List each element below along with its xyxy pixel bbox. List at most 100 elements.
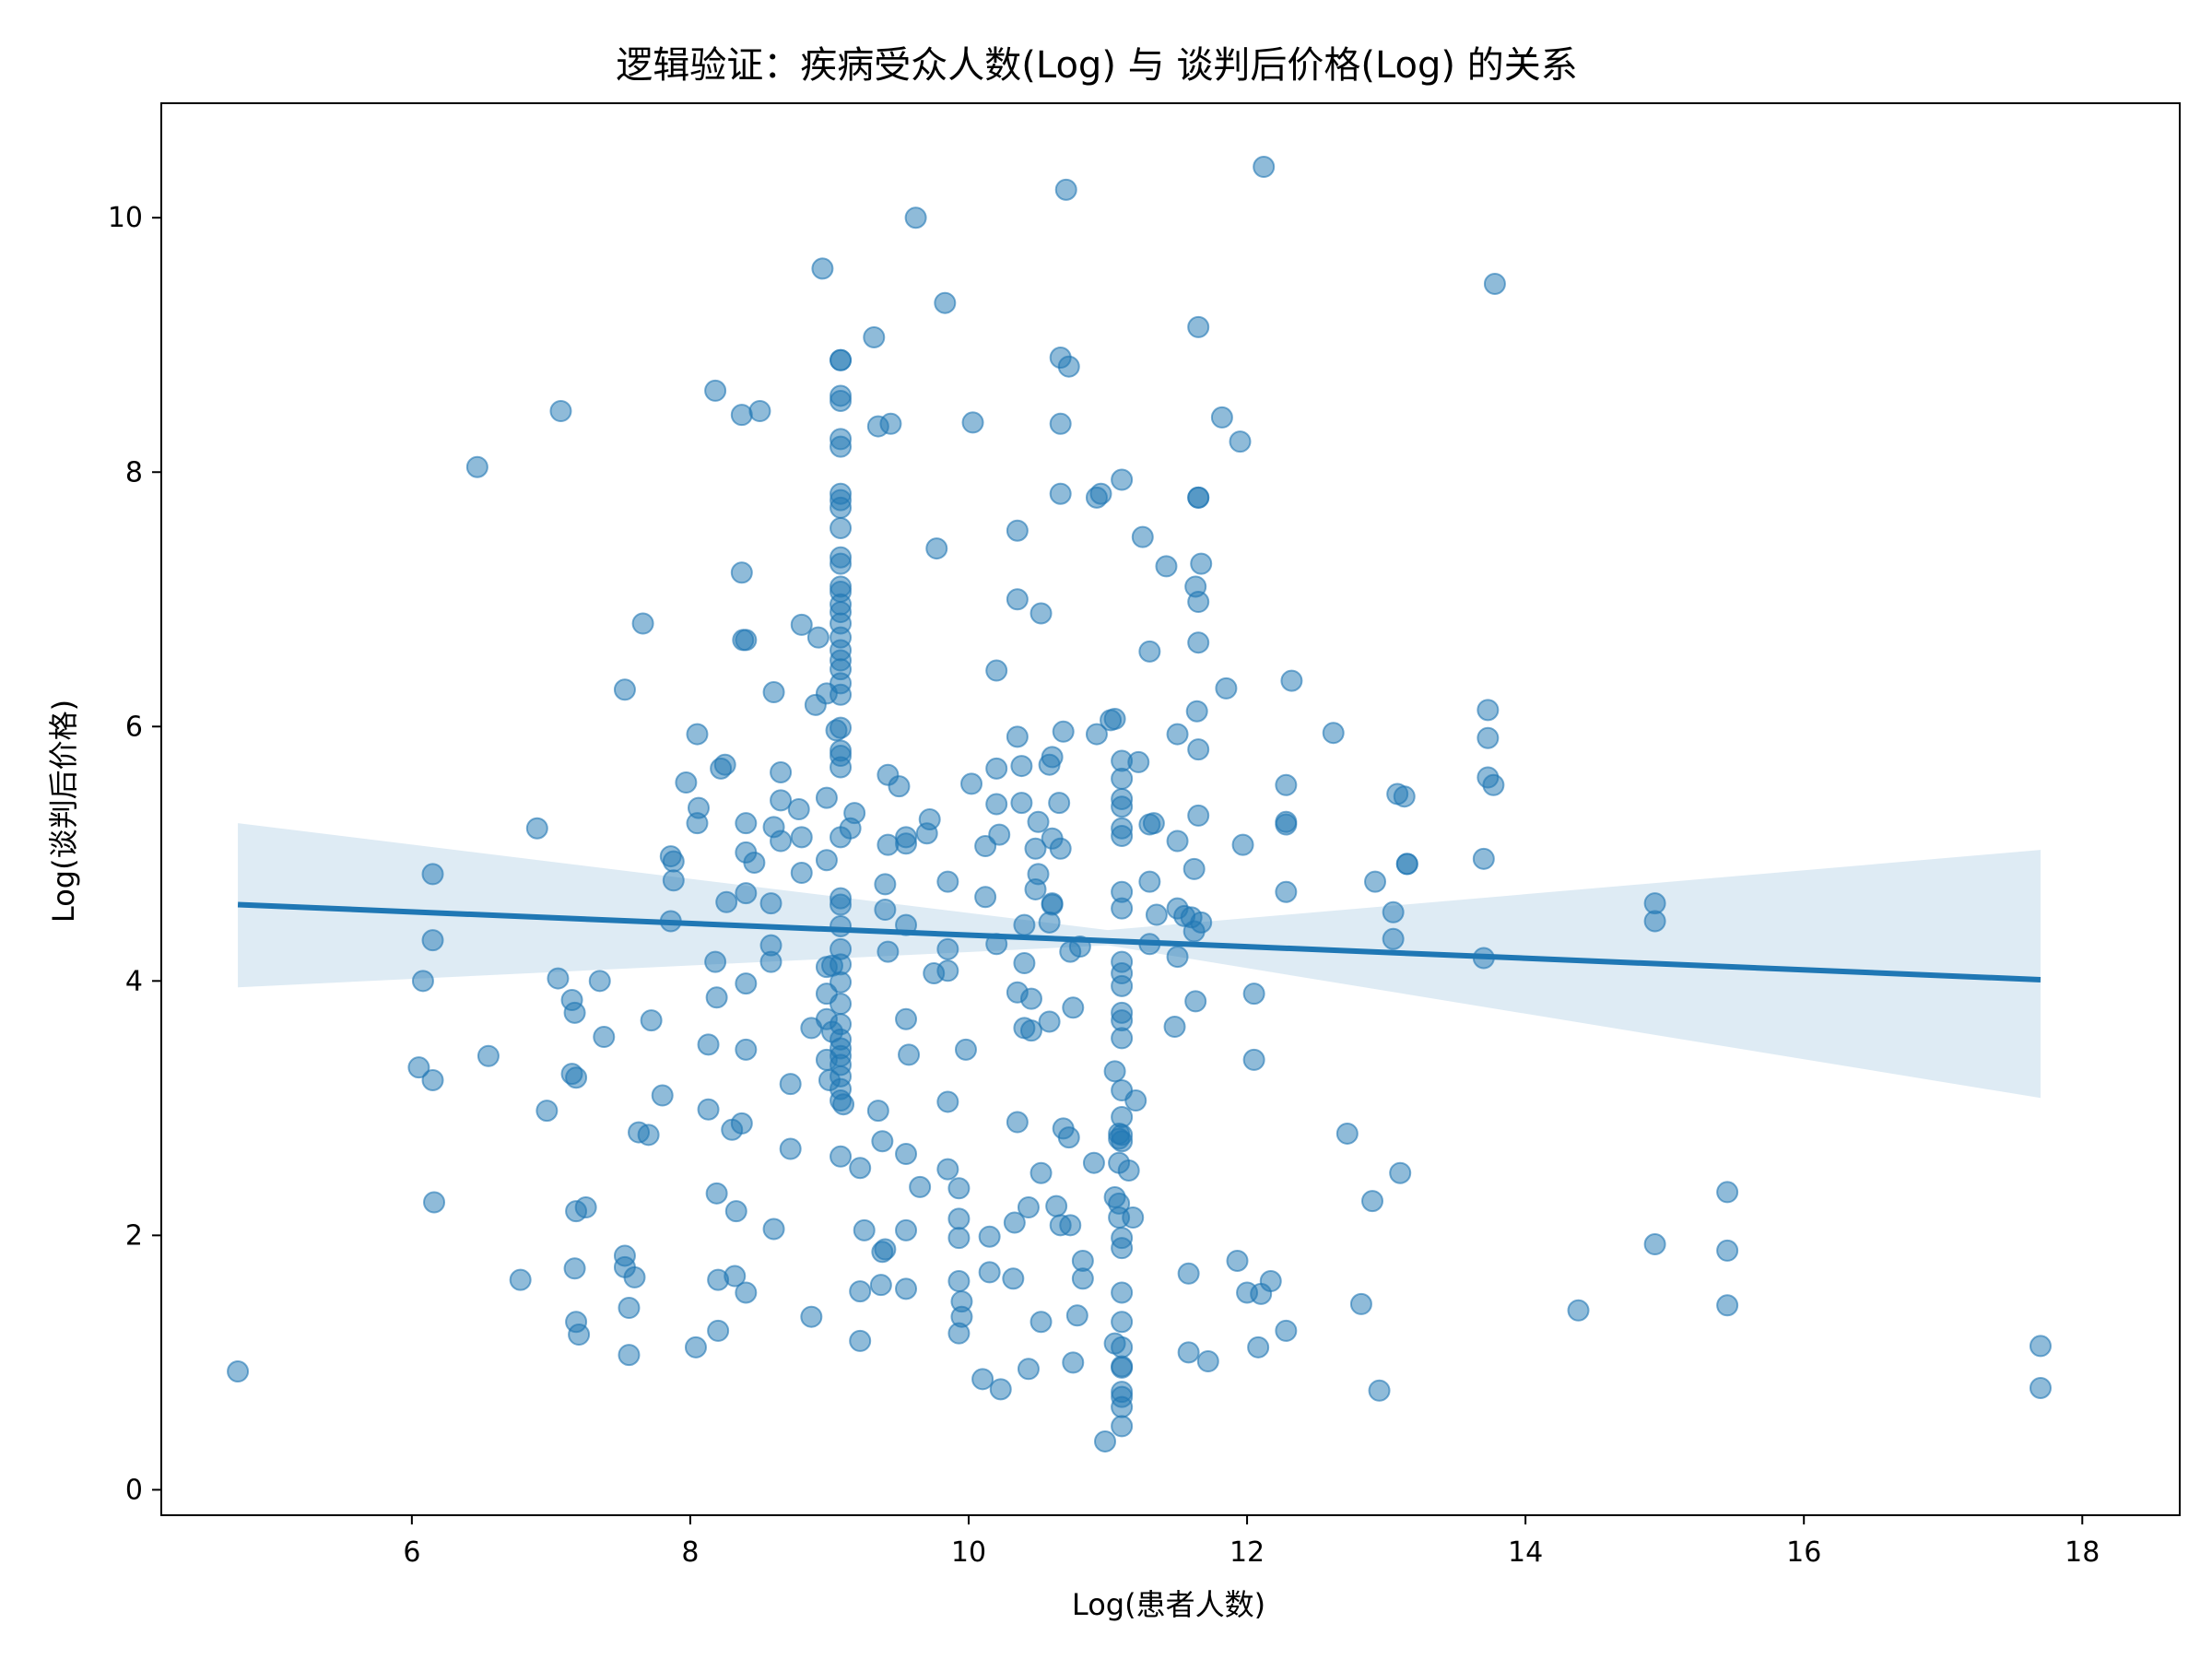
data-point [1483,272,1506,295]
data-point [1085,723,1108,746]
data-point [618,1297,641,1320]
data-point [1187,486,1210,509]
data-point [613,678,636,701]
data-point [686,723,709,746]
data-point [1038,1010,1061,1033]
data-point [895,1143,918,1166]
data-point [1111,824,1134,847]
data-point [815,786,838,809]
data-point [874,899,897,922]
data-point [477,1044,500,1067]
data-point [1111,1281,1134,1304]
data-point [574,1195,597,1218]
data-point [421,929,444,952]
data-point [1059,1214,1082,1237]
data-point [974,886,997,909]
data-point [1111,767,1134,790]
data-point [830,893,853,916]
data-point [662,850,685,873]
data-point [1030,1161,1053,1184]
data-point [1103,708,1126,731]
data-point [1567,1299,1590,1322]
data-point [869,1274,892,1297]
data-point [936,959,959,982]
data-point [1013,952,1036,975]
data-point [988,823,1011,846]
data-point [686,812,709,835]
data-point [888,775,911,798]
data-point [978,1261,1001,1284]
data-point [1226,1249,1249,1272]
data-point [1062,1351,1085,1374]
confidence-band [238,823,2041,1099]
data-point [684,1335,707,1359]
data-point [1111,1395,1134,1418]
data-point [1349,1292,1372,1315]
data-point [1010,792,1033,815]
data-point [1111,468,1134,491]
data-point [759,950,782,973]
data-point [1643,1233,1666,1256]
data-point [863,325,886,348]
data-point [961,411,984,434]
data-point [1019,1019,1042,1042]
data-point [675,771,698,794]
data-point [1275,880,1298,903]
data-point [1196,1349,1219,1372]
data-point [1038,911,1061,934]
data-point [1477,699,1500,722]
data-point [936,870,959,893]
data-point [549,400,572,423]
data-point [465,455,488,478]
data-point [713,753,736,776]
data-point [936,937,959,960]
data-point [1089,482,1112,505]
data-point [743,851,766,874]
data-point [1472,847,1495,870]
data-point [985,659,1008,682]
data-point [895,1277,918,1300]
data-point [1006,588,1029,611]
data-point [1041,892,1064,915]
data-point [800,1305,823,1328]
data-point [1177,1262,1200,1285]
data-point [978,1225,1001,1248]
data-point [748,400,771,423]
data-point [1003,1211,1026,1234]
data-point [849,1329,872,1352]
data-point [947,1227,971,1250]
x-tick-label: 18 [2065,1536,2100,1569]
data-point [1002,1267,1025,1290]
data-point [568,1324,591,1347]
x-tick-label: 12 [1230,1536,1265,1569]
data-point [565,1066,588,1089]
plot-area-frame [160,102,2181,1516]
data-point [735,1281,758,1304]
data-point [787,798,810,820]
data-point [637,1124,660,1147]
data-point [407,1056,430,1079]
data-point [1049,837,1072,860]
data-point [1049,412,1072,435]
data-point [779,1073,802,1096]
data-point [1052,720,1075,743]
y-tick-label: 10 [108,202,143,234]
data-point [1166,946,1189,969]
data-point [877,940,900,963]
x-tick-label: 6 [403,1536,420,1569]
confidence-band-layer [238,823,2041,1099]
data-point [704,950,727,973]
data-point [1242,1048,1265,1071]
data-point [895,1007,918,1030]
data-point [1122,1206,1145,1230]
x-tick-label: 10 [951,1536,986,1569]
data-point [421,863,444,886]
data-point [640,1009,663,1032]
data-point [898,1043,921,1066]
data-point [1477,726,1500,749]
data-point [593,1026,616,1049]
y-tick-label: 2 [125,1219,143,1252]
data-point [830,993,853,1016]
data-point [662,869,685,892]
